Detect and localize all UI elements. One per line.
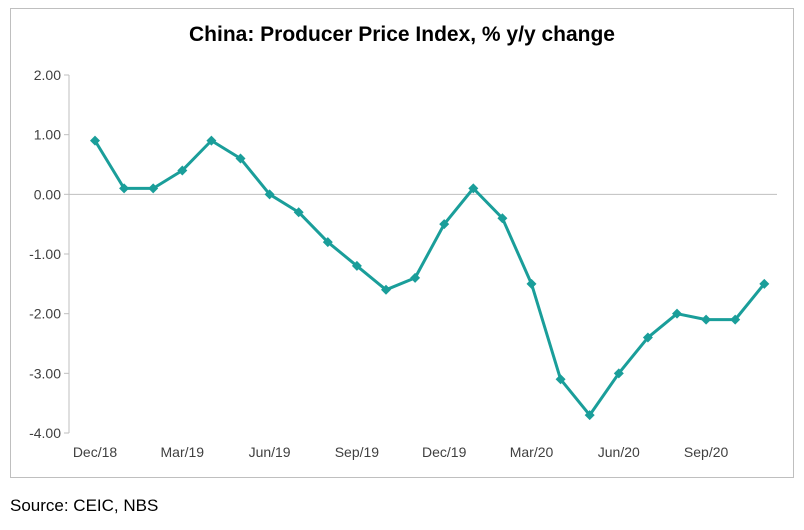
data-point-marker — [759, 278, 770, 289]
x-tick-label: Jun/20 — [598, 444, 640, 460]
data-point-marker — [584, 410, 595, 421]
y-tick-label: 2.00 — [34, 67, 61, 83]
x-tick-label: Dec/19 — [422, 444, 467, 460]
y-tick-label: -2.00 — [29, 306, 61, 322]
x-tick-label: Sep/19 — [335, 444, 380, 460]
data-point-marker — [351, 260, 362, 271]
data-point-marker — [322, 237, 333, 248]
data-point-marker — [119, 183, 130, 194]
y-tick-label: 0.00 — [34, 186, 61, 202]
data-point-marker — [526, 278, 537, 289]
data-point-marker — [148, 183, 159, 194]
y-tick-label: -4.00 — [29, 425, 61, 441]
data-point-marker — [90, 135, 100, 146]
x-tick-label: Mar/19 — [161, 444, 205, 460]
line-chart: 2.00 1.00 0.00 -1.00 -2.00 -3.00 -4.00 Dec/18 Ma… — [29, 67, 777, 460]
data-point-marker — [439, 219, 450, 230]
source-note: Source: CEIC, NBS — [10, 496, 159, 515]
x-tick-label: Mar/20 — [510, 444, 554, 460]
data-point-marker — [206, 135, 217, 146]
y-tick-label: -1.00 — [29, 246, 61, 262]
data-point-marker — [468, 183, 479, 194]
data-point-marker — [497, 213, 508, 224]
data-point-marker — [613, 368, 624, 379]
series-line — [93, 139, 766, 417]
data-point-marker — [642, 332, 653, 343]
data-point-marker — [235, 153, 246, 164]
data-point-marker — [730, 314, 741, 325]
x-tick-label: Jun/19 — [249, 444, 291, 460]
data-point-marker — [410, 272, 421, 283]
data-point-marker — [701, 314, 712, 325]
data-point-marker — [555, 374, 566, 385]
chart-title: China: Producer Price Index, % y/y chang… — [189, 23, 615, 46]
data-point-marker — [672, 308, 682, 319]
data-point-marker — [381, 284, 391, 295]
data-point-marker — [293, 207, 304, 218]
data-point-marker — [264, 189, 275, 200]
y-tick-label: -3.00 — [29, 365, 61, 381]
x-tick-label: Sep/20 — [684, 444, 729, 460]
chart-frame: China: Producer Price Index, % y/y chang… — [10, 8, 794, 478]
x-tick-label: Dec/18 — [73, 444, 118, 460]
data-point-marker — [177, 165, 188, 176]
y-tick-label: 1.00 — [34, 127, 61, 143]
